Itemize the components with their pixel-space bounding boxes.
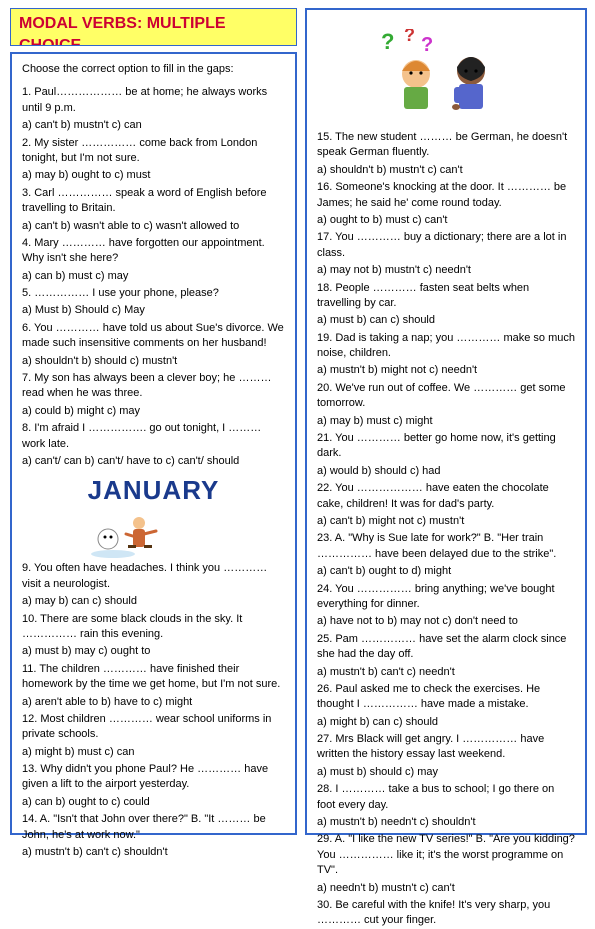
question-text: 7. My son has always been a clever boy; …	[22, 371, 285, 402]
question-text: 12. Most children ………… wear school unifo…	[22, 712, 285, 743]
question-text: 9. You often have headaches. I think you…	[22, 561, 285, 592]
question-text: 20. We've run out of coffee. We ………… get…	[317, 381, 575, 412]
svg-text:?: ?	[404, 29, 415, 45]
options-text: a) mustn't b) can't c) needn't	[317, 665, 575, 680]
options-text: a) could b) might c) may	[22, 404, 285, 419]
options-text: a) can't b) ought to d) might	[317, 564, 575, 579]
question-text: 22. You ……………… have eaten the chocolate …	[317, 481, 575, 512]
options-text: a) might b) can c) should	[317, 715, 575, 730]
question-text: 10. There are some black clouds in the s…	[22, 612, 285, 643]
question-text: 14. A. "Isn't that John over there?" B. …	[22, 812, 285, 843]
question-text: 4. Mary ………… have forgotten our appointm…	[22, 236, 285, 267]
options-text: a) can't b) mustn't c) can	[22, 118, 285, 133]
question-text: 2. My sister …………… come back from London…	[22, 136, 285, 167]
question-text: 5. …………… I use your phone, please?	[22, 286, 285, 301]
options-text: a) might b) must c) can	[22, 745, 285, 760]
options-text: a) may b) ought to c) must	[22, 168, 285, 183]
options-text: a) may b) can c) should	[22, 594, 285, 609]
question-text: 8. I'm afraid I ……………. go out tonight, I…	[22, 421, 285, 452]
options-text: a) can't/ can b) can't/ have to c) can't…	[22, 454, 285, 469]
question-text: 11. The children ………… have finished thei…	[22, 662, 285, 693]
svg-text:?: ?	[381, 29, 394, 54]
title-text: MODAL VERBS: MULTIPLE CHOICE	[19, 15, 226, 46]
options-text: a) needn't b) mustn't c) can't	[317, 881, 575, 896]
question-text: 28. I ………… take a bus to school; I go th…	[317, 782, 575, 813]
options-text: a) have not to b) may not c) don't need …	[317, 614, 575, 629]
options-text: a) can b) ought to c) could	[22, 795, 285, 810]
options-text: a) aren't able to b) have to c) might	[22, 695, 285, 710]
question-text: 25. Pam …………… have set the alarm clock s…	[317, 632, 575, 663]
question-text: 16. Someone's knocking at the door. It ……	[317, 180, 575, 211]
options-text: a) mustn't b) might not c) needn't	[317, 363, 575, 378]
options-text: a) must b) should c) may	[317, 765, 575, 780]
options-text: a) can't b) might not c) mustn't	[317, 514, 575, 529]
worksheet-title: MODAL VERBS: MULTIPLE CHOICE	[10, 8, 297, 46]
skating-icon	[88, 509, 188, 559]
kids-image: ? ? ?	[317, 24, 575, 124]
question-text: 19. Dad is taking a nap; you ………… make s…	[317, 331, 575, 362]
january-image: JANUARY	[22, 475, 285, 555]
question-text: 6. You ………… have told us about Sue's div…	[22, 321, 285, 352]
options-text: a) can't b) wasn't able to c) wasn't all…	[22, 219, 285, 234]
options-text: a) mustn't b) can't c) shouldn't	[22, 845, 285, 860]
options-text: a) shouldn't b) mustn't c) can't	[317, 163, 575, 178]
options-text: a) can b) must c) may	[22, 269, 285, 284]
instructions: Choose the correct option to fill in the…	[22, 62, 285, 77]
question-text: 29. A. "I like the new TV series!" B. "A…	[317, 832, 575, 878]
options-text: a) would b) should c) had	[317, 464, 575, 479]
question-text: 26. Paul asked me to check the exercises…	[317, 682, 575, 713]
question-text: 1. Paul……………… be at home; he always work…	[22, 85, 285, 116]
left-column: Choose the correct option to fill in the…	[10, 52, 297, 835]
right-column: ? ? ? 15. The new student ……… be German,…	[305, 8, 587, 835]
question-text: 24. You …………… bring anything; we've boug…	[317, 582, 575, 613]
options-text: a) mustn't b) needn't c) shouldn't	[317, 815, 575, 830]
question-text: 17. You ………… buy a dictionary; there are…	[317, 230, 575, 261]
question-text: 3. Carl …………… speak a word of English be…	[22, 186, 285, 217]
thinking-kids-icon: ? ? ?	[366, 29, 526, 119]
question-text: 21. You ………… better go home now, it's ge…	[317, 431, 575, 462]
question-text: 13. Why didn't you phone Paul? He ………… h…	[22, 762, 285, 793]
question-text: 30. Be careful with the knife! It's very…	[317, 898, 575, 929]
options-text: a) may b) must c) might	[317, 414, 575, 429]
options-text: a) may not b) mustn't c) needn't	[317, 263, 575, 278]
question-text: 23. A. "Why is Sue late for work?" B. "H…	[317, 531, 575, 562]
question-text: 27. Mrs Black will get angry. I …………… ha…	[317, 732, 575, 763]
options-text: a) must b) may c) ought to	[22, 644, 285, 659]
january-label: JANUARY	[88, 472, 220, 508]
options-text: a) must b) can c) should	[317, 313, 575, 328]
options-text: a) Must b) Should c) May	[22, 303, 285, 318]
options-text: a) shouldn't b) should c) mustn't	[22, 354, 285, 369]
question-text: 15. The new student ……… be German, he do…	[317, 130, 575, 161]
question-text: 18. People ………… fasten seat belts when t…	[317, 281, 575, 312]
options-text: a) ought to b) must c) can't	[317, 213, 575, 228]
svg-text:?: ?	[421, 34, 433, 56]
